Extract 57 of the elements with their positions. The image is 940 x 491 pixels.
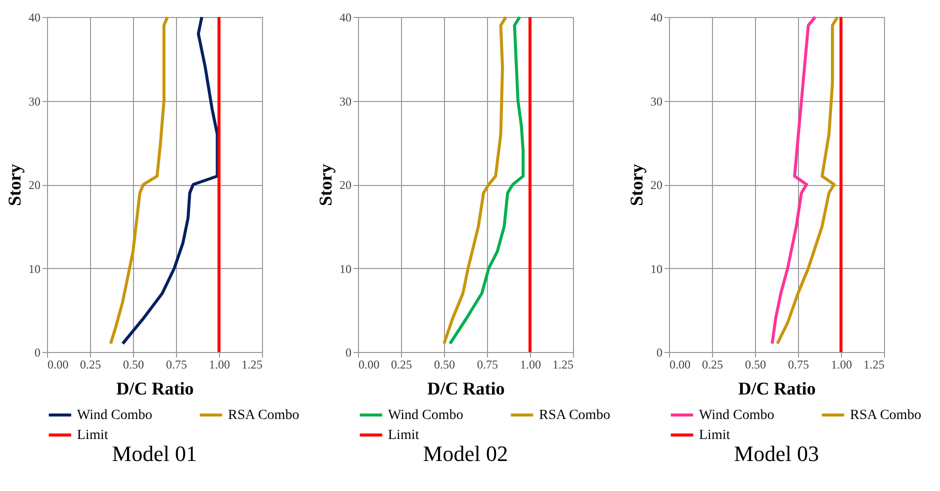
- line-series: [770, 16, 817, 346]
- y-tick-label: 10: [28, 262, 40, 276]
- x-tick-label: 0.75: [788, 358, 809, 372]
- x-tick-label: 0.25: [391, 358, 412, 372]
- legend-label: Wind Combo: [388, 408, 464, 423]
- x-tick-label: 0.75: [166, 358, 187, 372]
- text: Model 01: [112, 441, 197, 466]
- x-tick-label: 0.25: [80, 358, 101, 372]
- y-tick-label: 20: [650, 178, 662, 192]
- y-tick-label: 10: [340, 262, 352, 276]
- line-series: [442, 16, 508, 346]
- y-tick-label: 40: [28, 10, 40, 24]
- y-tick-label: 20: [28, 178, 40, 192]
- legend-label: Wind Combo: [699, 408, 774, 423]
- line-series: [121, 16, 219, 346]
- text: Model 03: [734, 441, 819, 466]
- y-tick-label: 10: [650, 262, 662, 276]
- y-tick-label: 40: [650, 10, 662, 24]
- y-tick-label: 40: [340, 10, 352, 24]
- y-tick-label: 0: [656, 346, 662, 360]
- line-series: [776, 16, 840, 346]
- x-tick-label: 1.00: [831, 358, 852, 372]
- legend-label: Limit: [388, 428, 420, 443]
- x-axis-title: D/C Ratio: [738, 378, 816, 398]
- x-tick-label: 0.00: [358, 358, 380, 372]
- line-series: [109, 16, 169, 346]
- x-tick-label: 0.00: [670, 358, 690, 372]
- y-tick-label: 0: [346, 346, 352, 360]
- legend-label: RSA Combo: [539, 408, 610, 423]
- text: Model 02: [423, 441, 508, 466]
- y-axis-title: Story: [316, 164, 336, 206]
- x-tick-label: 1.25: [552, 358, 574, 372]
- x-tick-label: 1.25: [242, 358, 262, 372]
- x-tick-label: 0.50: [434, 358, 455, 372]
- y-tick-label: 30: [340, 94, 352, 108]
- legend-label: RSA Combo: [228, 408, 300, 423]
- legend-label: Wind Combo: [77, 408, 152, 423]
- y-axis-title: Story: [4, 164, 24, 206]
- y-tick-label: 30: [650, 94, 662, 108]
- x-tick-label: 0.25: [702, 358, 723, 372]
- x-tick-label: 1.00: [520, 358, 541, 372]
- y-axis-title: Story: [626, 164, 646, 206]
- x-tick-label: 0.50: [123, 358, 144, 372]
- x-tick-label: 1.25: [864, 358, 884, 372]
- legend-label: RSA Combo: [850, 408, 922, 423]
- x-axis-title: D/C Ratio: [427, 378, 505, 398]
- y-tick-label: 0: [34, 346, 40, 360]
- x-tick-label: 0.50: [745, 358, 766, 372]
- legend-label: Limit: [77, 428, 108, 443]
- x-tick-label: 1.00: [209, 358, 230, 372]
- legend-label: Limit: [699, 428, 730, 443]
- x-tick-label: 0.75: [477, 358, 498, 372]
- y-tick-label: 20: [340, 178, 352, 192]
- line-series: [448, 16, 525, 346]
- x-axis-title: D/C Ratio: [116, 378, 194, 398]
- x-tick-label: 0.00: [48, 358, 68, 372]
- y-tick-label: 30: [28, 94, 40, 108]
